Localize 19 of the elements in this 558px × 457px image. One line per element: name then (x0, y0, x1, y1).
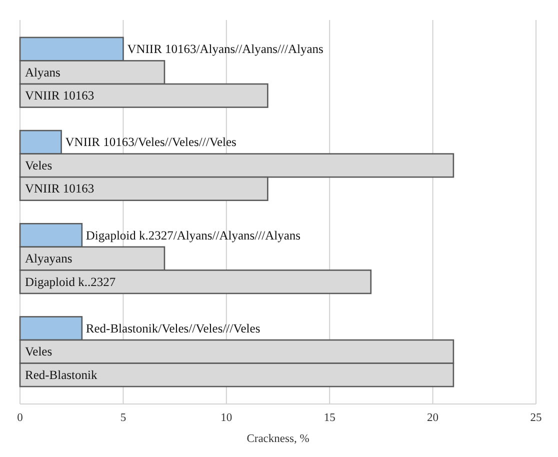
y-tick-label: VNIIR 10163/Veles//Veles///Veles (65, 135, 237, 150)
y-tick-label: Digaploid k.2327/Alyans//Alyans///Alyans (86, 228, 301, 242)
x-tick-label: 0 (17, 412, 24, 424)
x-tick-label: 5 (120, 412, 126, 424)
x-tick-label: 20 (427, 412, 439, 424)
y-tick-label: Alyayans (25, 252, 72, 266)
x-tick-label: 10 (220, 412, 232, 424)
y-tick-label: Digaploid k..2327 (25, 274, 116, 289)
y-tick-label: Red-Blastonik (25, 368, 98, 382)
x-tick-label: 25 (530, 412, 542, 424)
y-tick-label: Veles (25, 158, 52, 172)
y-tick-label: VNIIR 10163 (25, 88, 94, 103)
y-tick-label: Red-Blastonik/Veles//Veles///Veles (86, 321, 260, 336)
y-tick-label: Veles (25, 344, 52, 359)
x-tick-label: 15 (324, 412, 336, 424)
x-axis-title: Crackness, % (246, 433, 310, 445)
y-tick-label: VNIIR 10163 (25, 182, 94, 196)
y-tick-label: VNIIR 10163/Alyans//Alyans///Alyans (127, 42, 324, 56)
y-tick-label: Alyans (25, 65, 61, 80)
